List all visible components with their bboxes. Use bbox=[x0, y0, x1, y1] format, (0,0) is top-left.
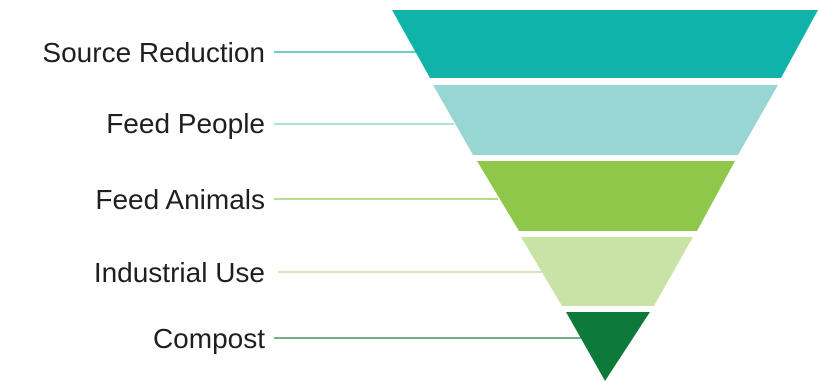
tier-feed-people: Feed People bbox=[106, 85, 778, 155]
tier-feed-animals: Feed Animals bbox=[95, 161, 735, 231]
tier-source-reduction: Source Reduction bbox=[42, 10, 818, 78]
tier-industrial-use: Industrial Use bbox=[94, 237, 693, 306]
tier-feed-people-band bbox=[433, 85, 778, 155]
tier-source-reduction-label: Source Reduction bbox=[42, 37, 265, 68]
tier-compost: Compost bbox=[153, 312, 650, 381]
tier-feed-animals-band bbox=[477, 161, 735, 231]
tier-industrial-use-label: Industrial Use bbox=[94, 257, 265, 288]
tier-compost-label: Compost bbox=[153, 323, 265, 354]
tier-industrial-use-band bbox=[521, 237, 693, 306]
tier-source-reduction-band bbox=[392, 10, 818, 78]
tier-compost-band bbox=[566, 312, 650, 381]
tier-feed-people-label: Feed People bbox=[106, 108, 265, 139]
tier-feed-animals-label: Feed Animals bbox=[95, 184, 265, 215]
